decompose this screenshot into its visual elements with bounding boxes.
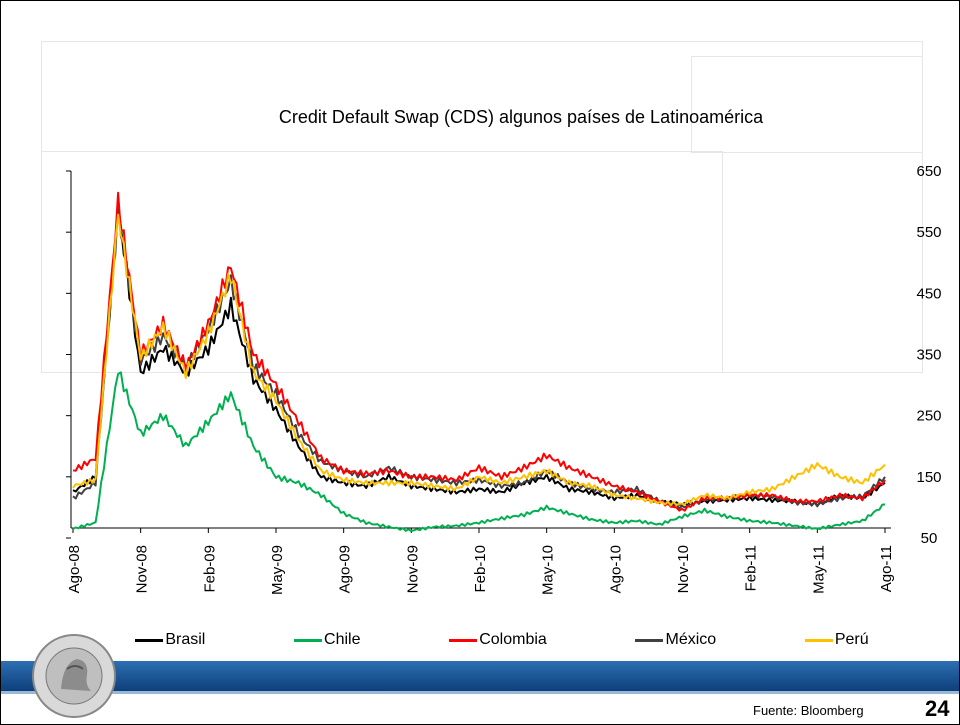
legend-label: Brasil <box>165 631 206 648</box>
legend-item: Perú <box>804 631 869 649</box>
x-tick-label: May-10 <box>540 545 557 595</box>
x-tick-label: Nov-09 <box>404 545 421 593</box>
banco-de-la-republica-seal-icon <box>32 634 116 718</box>
legend-label: Colombia <box>479 631 547 648</box>
footer-band-line <box>1 691 959 694</box>
legend-item: México <box>635 631 716 649</box>
y-tick-label: 50 <box>921 530 938 547</box>
legend-label: Perú <box>834 631 869 648</box>
x-tick-label: Ago-09 <box>337 545 354 593</box>
x-tick-label: Nov-08 <box>134 545 151 593</box>
background-frame <box>691 56 923 153</box>
cds-line-chart: 50 150 250 350 450 550 650 Ago-08 Nov-08 Feb-09 M… <box>66 163 942 595</box>
x-tick-label: May-11 <box>810 545 827 594</box>
legend-swatch <box>804 638 833 642</box>
legend-item: Brasil <box>135 631 205 649</box>
y-tick-label: 550 <box>916 224 941 241</box>
y-tick-label: 150 <box>916 469 941 486</box>
x-axis-ticks <box>72 528 886 533</box>
legend-swatch <box>294 638 323 642</box>
source-note: Fuente: Bloomberg <box>753 703 864 718</box>
background-frame <box>41 151 723 373</box>
x-tick-label: Feb-11 <box>743 545 760 591</box>
x-tick-label: May-09 <box>269 545 286 595</box>
series-line-chile <box>72 371 886 533</box>
legend-label: Chile <box>324 631 361 648</box>
y-tick-label: 650 <box>916 163 941 180</box>
legend-label: México <box>665 631 717 648</box>
x-tick-label: Feb-10 <box>472 545 489 593</box>
y-tick-label: 250 <box>916 408 941 425</box>
series-line-colombia <box>72 191 886 512</box>
page-number: 24 <box>925 696 950 721</box>
y-tick-label: 450 <box>916 285 941 302</box>
x-tick-label: Nov-10 <box>675 545 692 593</box>
legend-swatch <box>449 638 478 642</box>
x-tick-label: Ago-08 <box>66 545 83 593</box>
x-axis-labels: Ago-08 Nov-08 Feb-09 May-09 Ago-09 Nov-09 Feb-… <box>66 545 895 595</box>
legend-item: Colombia <box>449 631 547 649</box>
legend-swatch <box>635 638 664 642</box>
legend-swatch <box>135 638 164 642</box>
y-tick-label: 350 <box>916 347 941 364</box>
y-axis-labels: 50 150 250 350 450 550 650 <box>916 163 941 547</box>
x-tick-label: Ago-10 <box>607 545 624 593</box>
chart-title: Credit Default Swap (CDS) algunos países… <box>278 107 764 127</box>
legend: Brasil Chile Colombia México Perú <box>91 623 913 657</box>
footer-band <box>1 661 959 691</box>
legend-item: Chile <box>294 631 361 649</box>
left-axis-ticks <box>66 170 71 539</box>
series-layer <box>72 191 886 533</box>
x-tick-label: Ago-11 <box>878 545 895 592</box>
x-tick-label: Feb-09 <box>201 545 218 593</box>
series-line-perú <box>72 213 886 507</box>
